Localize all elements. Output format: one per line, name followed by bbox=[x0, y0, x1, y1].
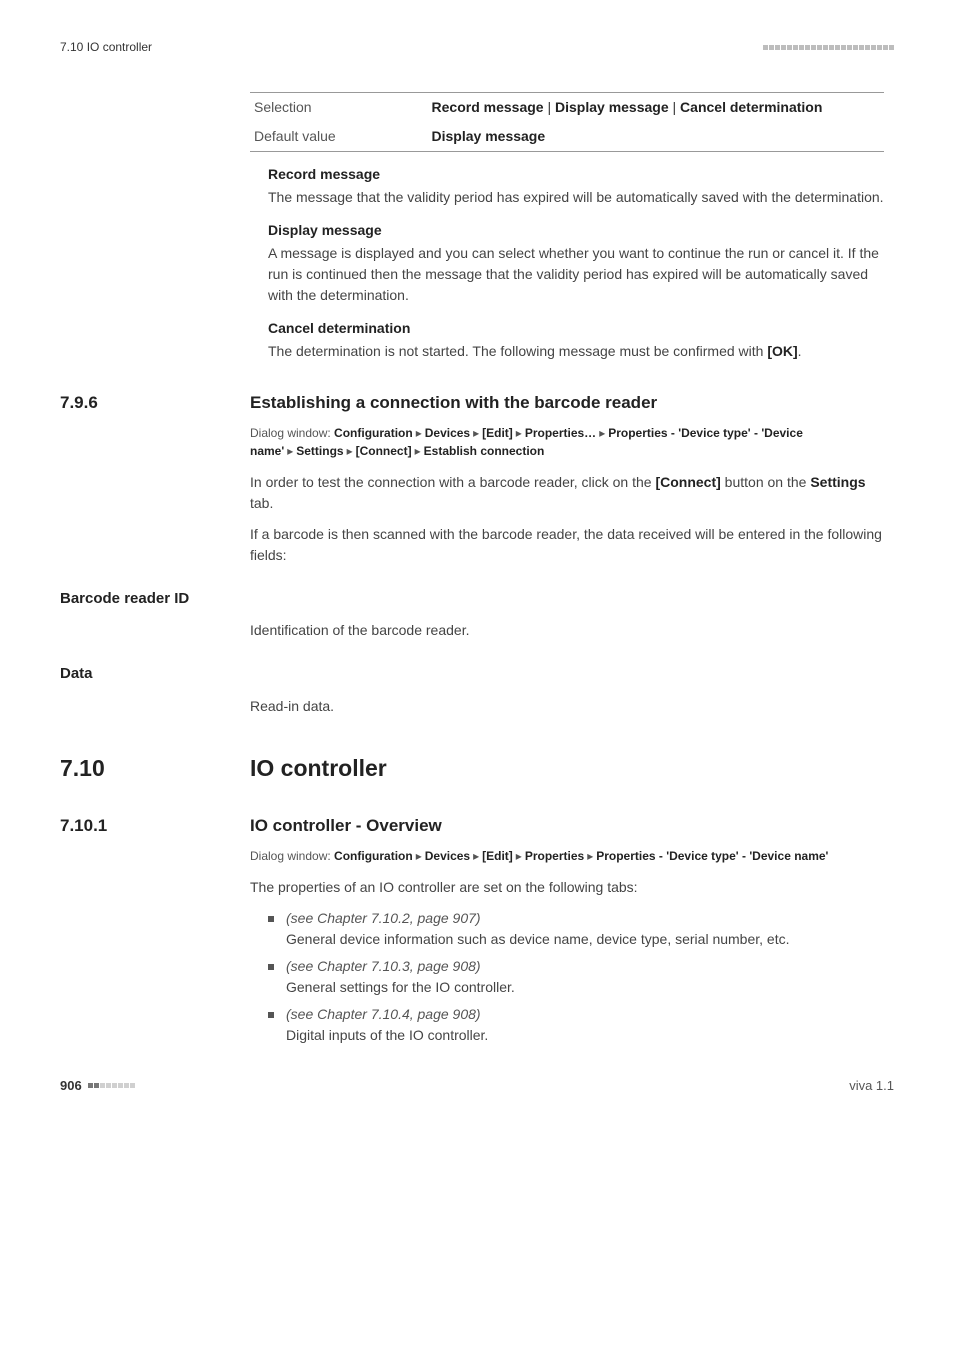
table-key: Selection bbox=[250, 93, 428, 123]
footer-right: viva 1.1 bbox=[849, 1076, 894, 1096]
cross-ref-link[interactable]: (see Chapter 7.10.2, page 907) bbox=[286, 910, 481, 926]
field-label: Data bbox=[60, 663, 894, 686]
field-label: Barcode reader ID bbox=[60, 588, 894, 611]
page-footer: 906 viva 1.1 bbox=[60, 1076, 894, 1096]
list-item: (see Chapter 7.10.2, page 907) General d… bbox=[268, 908, 884, 950]
section-heading: 7.9.6 Establishing a connection with the… bbox=[60, 390, 894, 416]
dialog-path: Dialog window: Configuration▸Devices▸[Ed… bbox=[250, 424, 884, 460]
list-item: (see Chapter 7.10.4, page 908) Digital i… bbox=[268, 1004, 884, 1046]
table-key: Default value bbox=[250, 122, 428, 152]
list-item-body: Digital inputs of the IO controller. bbox=[286, 1027, 488, 1043]
list-item: (see Chapter 7.10.3, page 908) General s… bbox=[268, 956, 884, 998]
table-row: Default value Display message bbox=[250, 122, 884, 152]
section-number: 7.10.1 bbox=[60, 813, 250, 839]
definition-block: Record message The message that the vali… bbox=[268, 164, 884, 208]
section-title: IO controller - Overview bbox=[250, 813, 442, 839]
list-item-body: General settings for the IO controller. bbox=[286, 979, 515, 995]
running-header: 7.10 IO controller bbox=[60, 38, 894, 56]
section-heading: 7.10.1 IO controller - Overview bbox=[60, 813, 894, 839]
definition-body: The determination is not started. The fo… bbox=[268, 341, 884, 362]
definition-block: Cancel determination The determination i… bbox=[268, 318, 884, 362]
paragraph: In order to test the connection with a b… bbox=[250, 472, 884, 514]
definition-body: The message that the validity period has… bbox=[268, 187, 884, 208]
bullet-list: (see Chapter 7.10.2, page 907) General d… bbox=[268, 908, 884, 1046]
definition-term: Cancel determination bbox=[268, 318, 884, 339]
footer-decor-bars bbox=[88, 1083, 135, 1088]
header-decor-bars bbox=[763, 45, 894, 50]
running-header-left: 7.10 IO controller bbox=[60, 38, 152, 56]
definition-body: A message is displayed and you can selec… bbox=[268, 243, 884, 306]
cross-ref-link[interactable]: (see Chapter 7.10.3, page 908) bbox=[286, 958, 481, 974]
paragraph: The properties of an IO controller are s… bbox=[250, 877, 884, 898]
chapter-number: 7.10 bbox=[60, 751, 250, 786]
definition-term: Record message bbox=[268, 164, 884, 185]
table-row: Selection Record message | Display messa… bbox=[250, 93, 884, 123]
field-body: Identification of the barcode reader. bbox=[250, 620, 884, 641]
table-value: Record message | Display message | Cance… bbox=[428, 93, 884, 123]
definition-block: Display message A message is displayed a… bbox=[268, 220, 884, 306]
selection-default-table: Selection Record message | Display messa… bbox=[250, 92, 884, 152]
paragraph: If a barcode is then scanned with the ba… bbox=[250, 524, 884, 566]
definition-term: Display message bbox=[268, 220, 884, 241]
section-title: Establishing a connection with the barco… bbox=[250, 390, 657, 416]
table-value: Display message bbox=[428, 122, 884, 152]
dialog-path: Dialog window: Configuration▸Devices▸[Ed… bbox=[250, 847, 884, 865]
field-body: Read-in data. bbox=[250, 696, 884, 717]
page-number: 906 bbox=[60, 1076, 82, 1096]
section-number: 7.9.6 bbox=[60, 390, 250, 416]
list-item-body: General device information such as devic… bbox=[286, 931, 789, 947]
chapter-heading: 7.10 IO controller bbox=[60, 751, 894, 786]
chapter-title: IO controller bbox=[250, 751, 387, 786]
cross-ref-link[interactable]: (see Chapter 7.10.4, page 908) bbox=[286, 1006, 481, 1022]
